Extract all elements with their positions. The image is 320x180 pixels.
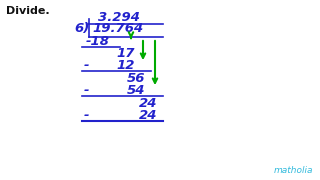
Text: 12: 12	[116, 58, 134, 71]
Text: 54: 54	[127, 84, 146, 96]
Text: 24: 24	[139, 96, 157, 109]
Text: -: -	[84, 58, 90, 71]
Text: 24: 24	[139, 109, 157, 122]
Text: 19.764: 19.764	[92, 21, 143, 35]
Text: 6): 6)	[75, 21, 90, 35]
Text: -18: -18	[86, 35, 110, 48]
Text: -: -	[84, 84, 90, 96]
Text: Divide.: Divide.	[6, 6, 50, 16]
Text: matholia: matholia	[274, 166, 313, 175]
Text: -: -	[84, 109, 90, 122]
Text: 56: 56	[127, 71, 146, 84]
Text: 3.294: 3.294	[98, 10, 140, 24]
Text: 17: 17	[116, 46, 134, 60]
